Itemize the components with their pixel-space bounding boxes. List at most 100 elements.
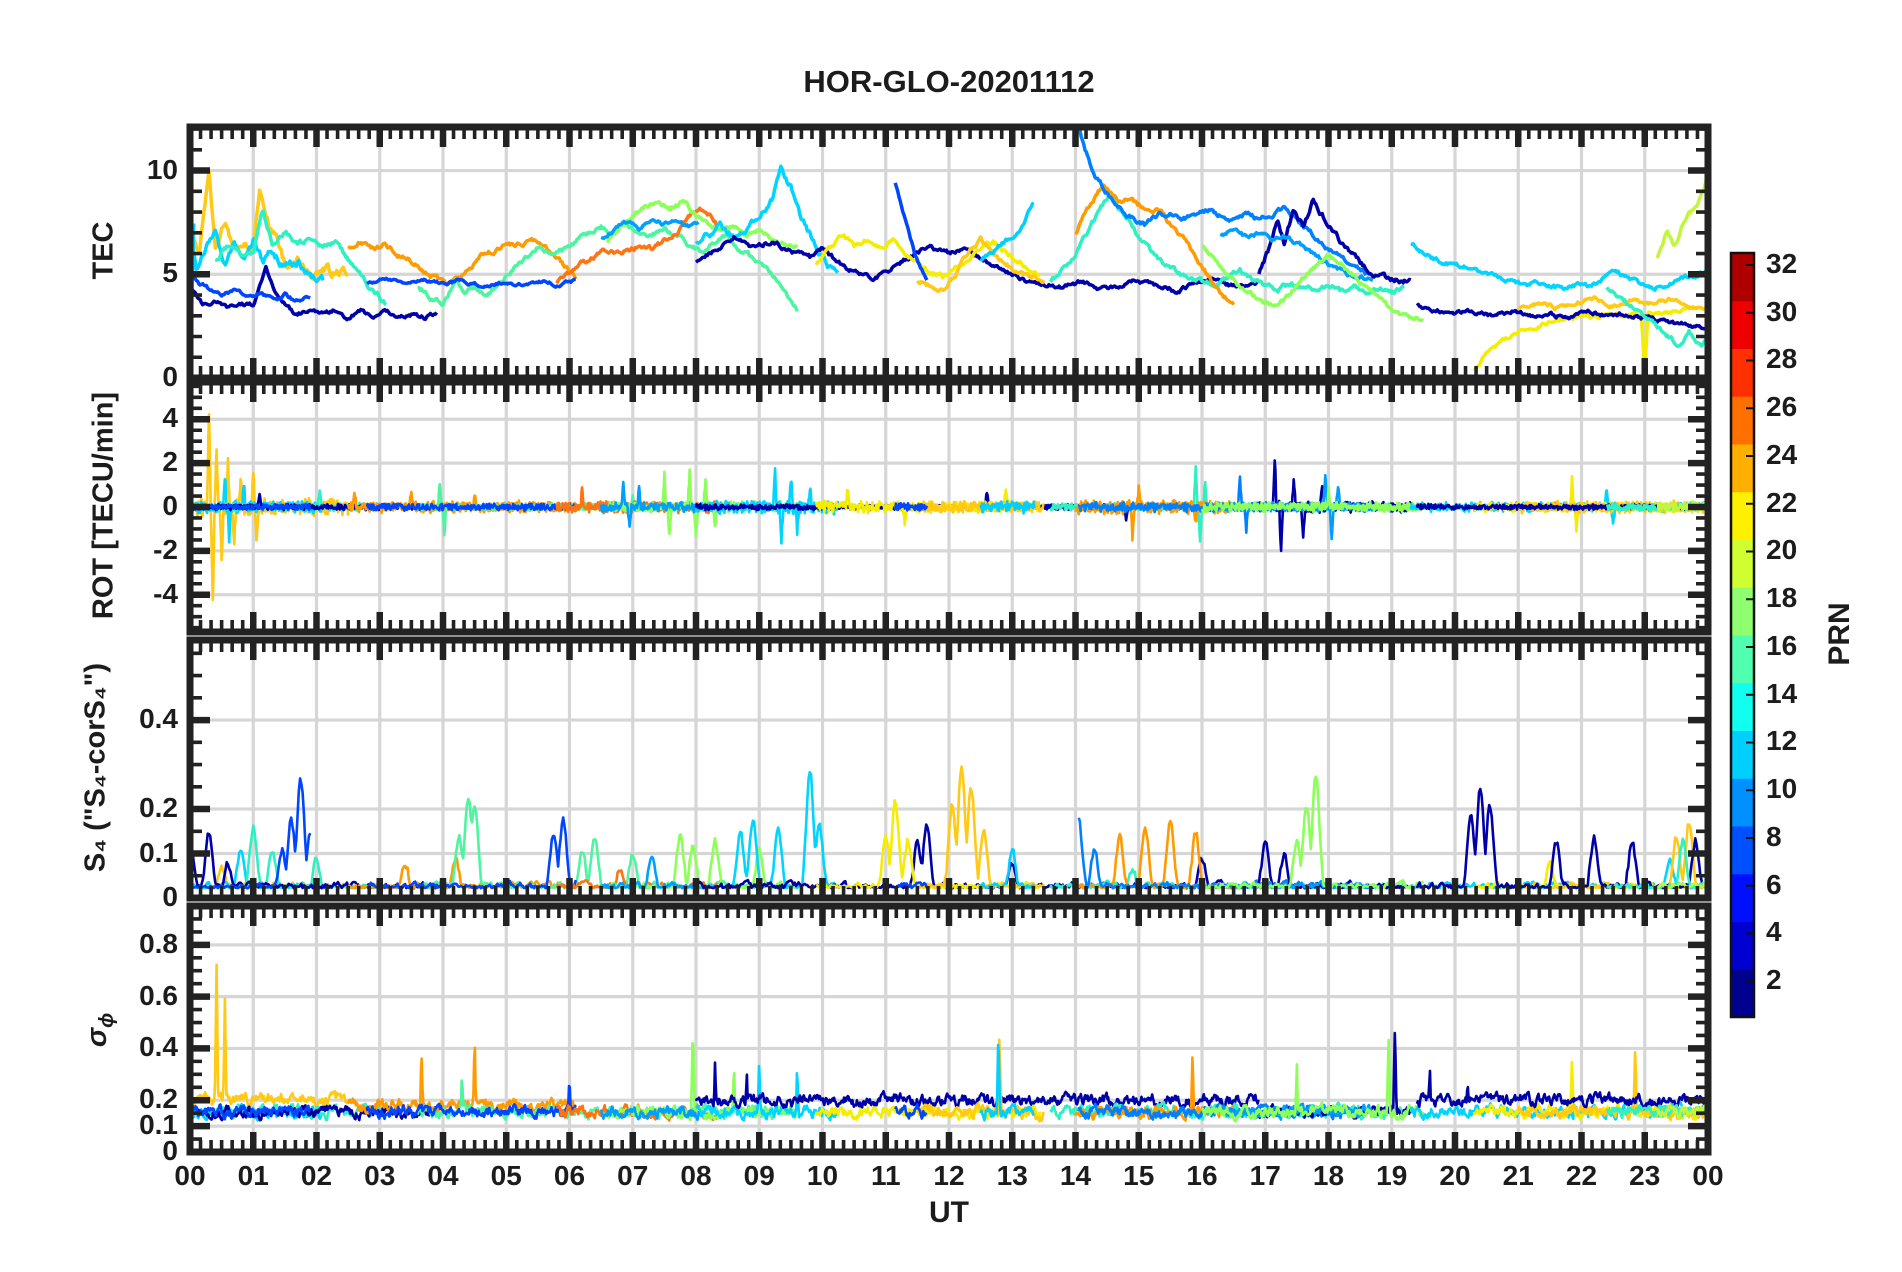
y-tick-label-rot-2: 2 (162, 446, 178, 478)
series-line-prn2 (190, 264, 439, 322)
y-tick-label-rot-0: 0 (162, 490, 178, 521)
series-line-prn4 (190, 1103, 311, 1121)
series-line-prn20 (1472, 304, 1703, 377)
colorbar-tick-label-26: 26 (1766, 391, 1798, 423)
x-axis-label: UT (929, 1196, 969, 1229)
x-tick-label-18: 18 (1312, 1160, 1345, 1191)
series-line-prn12 (695, 1064, 840, 1122)
series-line-prn2 (1415, 787, 1708, 890)
colorbar-segment (1731, 826, 1754, 875)
series-line-prn16 (417, 222, 799, 312)
colorbar-segment (1731, 682, 1754, 731)
x-tick-label-21: 21 (1502, 1160, 1534, 1191)
y-tick-label-rot-4: 4 (162, 402, 178, 434)
x-tick-label-03: 03 (364, 1160, 396, 1191)
series-line-prn21 (915, 235, 1046, 293)
colorbar-tick-label-4: 4 (1766, 916, 1782, 948)
x-tick-label-11: 11 (870, 1160, 901, 1191)
chart-title: HOR-GLO-20201112 (803, 64, 1095, 99)
series-line-prn11 (979, 201, 1035, 262)
colorbar-tick-label-2: 2 (1766, 964, 1782, 996)
y-tick-label-tec-5: 5 (162, 257, 178, 289)
series-line-prn5 (893, 502, 929, 512)
colorbar-tick-label-6: 6 (1766, 868, 1782, 900)
y-tick-label-rot--2: -2 (153, 533, 178, 565)
series-line-prn5 (894, 1103, 928, 1120)
series-line-prn17 (1200, 485, 1425, 514)
x-tick-label-16: 16 (1186, 1160, 1218, 1191)
x-tick-label-01: 01 (237, 1160, 269, 1191)
x-tick-label-07: 07 (617, 1160, 649, 1191)
colorbar-tick-label-14: 14 (1766, 677, 1798, 709)
series-line-prn5 (893, 182, 929, 281)
x-tick-label-06: 06 (553, 1160, 586, 1191)
series-line-prn14 (214, 209, 388, 307)
series-line-prn10 (600, 217, 700, 241)
series-line-prn11 (979, 848, 1035, 890)
colorbar-segment (1731, 396, 1754, 445)
y-tick-label-s4-0.2: 0.2 (139, 792, 178, 824)
axes-s4 (186, 636, 1712, 902)
series-line-prn21 (917, 765, 1045, 890)
colorbar-tick-label-20: 20 (1766, 534, 1798, 566)
colorbar-segment (1731, 921, 1754, 970)
colorbar-segment (1731, 730, 1754, 779)
colorbar-segment (1731, 300, 1754, 349)
colorbar-segment (1731, 539, 1754, 588)
series-line-prn15 (1048, 191, 1405, 296)
series-line-prn3 (1257, 197, 1412, 285)
axes-tec (186, 123, 1712, 382)
colorbar-segment (1731, 348, 1754, 397)
series-line-prn10 (600, 855, 700, 890)
grid-s4 (190, 640, 1708, 898)
colorbar-segment (1731, 635, 1754, 684)
colorbar-tick-label-8: 8 (1766, 820, 1782, 852)
series-line-prn17 (1200, 775, 1425, 890)
colorbar-segment (1731, 969, 1754, 1018)
series-line-prn2 (1415, 1069, 1708, 1111)
x-tick-label-10: 10 (806, 1160, 839, 1191)
x-tick-label-23: 23 (1629, 1160, 1661, 1191)
x-tick-label-19: 19 (1376, 1160, 1408, 1191)
series-line-prn3 (694, 235, 1260, 295)
series-line-prn8 (1077, 127, 1368, 277)
colorbar-tick-label-24: 24 (1766, 438, 1798, 470)
y-tick-label-tec-10: 10 (146, 153, 178, 185)
colorbar (1729, 251, 1756, 1019)
series-line-prn12 (694, 770, 839, 890)
x-tick-label-12: 12 (933, 1160, 965, 1191)
colorbar-tick-label-28: 28 (1766, 343, 1798, 375)
y-tick-label-rot--4: -4 (153, 577, 178, 609)
colorbar-segment (1731, 253, 1754, 302)
y-tick-label-s4-0.4: 0.4 (139, 703, 178, 735)
series-line-prn12 (1410, 242, 1708, 292)
series-line-prn13 (190, 219, 325, 284)
axes-rot (186, 378, 1712, 636)
y-tick-label-sigphi-0.8: 0.8 (139, 927, 178, 959)
colorbar-tick-label-18: 18 (1766, 582, 1798, 614)
colorbar-segment (1731, 873, 1754, 922)
series-line-prn5 (895, 881, 929, 890)
x-tick-label-00: 00 (1692, 1160, 1724, 1191)
series-line-prn10 (599, 1105, 701, 1122)
y-tick-label-sigphi-0.4: 0.4 (139, 1031, 178, 1063)
series-line-prn3 (1257, 840, 1412, 890)
series-line-prn10 (1219, 227, 1374, 282)
colorbar-tick-label-22: 22 (1766, 486, 1798, 518)
x-tick-label-00: 00 (174, 1160, 206, 1191)
colorbar-segment (1731, 778, 1754, 827)
series-line-prn24 (555, 206, 718, 285)
series-line-prn5 (365, 502, 577, 513)
x-tick-label-20: 20 (1439, 1160, 1471, 1191)
series-line-prn22 (190, 169, 350, 281)
y-tick-label-sigphi-0: 0 (162, 1135, 178, 1166)
series-line-prn5 (365, 1084, 577, 1121)
colorbar-segment (1731, 444, 1754, 493)
y-tick-label-sigphi-0.1: 0.1 (139, 1109, 178, 1141)
series-line-prn5 (366, 276, 577, 290)
series-line-prn4 (190, 269, 311, 303)
phi-subscript: ϕ (95, 1012, 118, 1028)
y-tick-label-tec-0: 0 (162, 361, 178, 392)
